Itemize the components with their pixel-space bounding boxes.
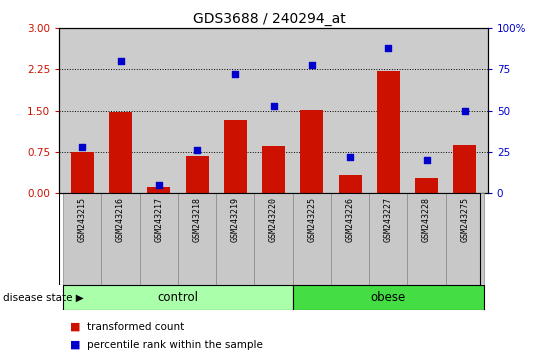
Text: disease state ▶: disease state ▶ <box>3 292 84 302</box>
Bar <box>407 193 446 285</box>
Text: GSM243227: GSM243227 <box>384 196 393 242</box>
Bar <box>101 193 140 285</box>
Bar <box>369 193 407 285</box>
Text: GSM243219: GSM243219 <box>231 196 240 242</box>
Point <box>422 157 431 163</box>
Point <box>307 62 316 67</box>
Bar <box>300 109 323 193</box>
Bar <box>140 193 178 285</box>
Bar <box>147 188 170 193</box>
Point <box>384 45 392 51</box>
Bar <box>446 193 484 285</box>
Text: GSM243220: GSM243220 <box>269 196 278 242</box>
Text: GSM243215: GSM243215 <box>78 196 87 242</box>
Bar <box>293 193 331 285</box>
Text: GSM243228: GSM243228 <box>422 196 431 242</box>
Bar <box>293 285 484 310</box>
Point <box>116 58 125 64</box>
Bar <box>109 112 132 193</box>
Text: GSM243216: GSM243216 <box>116 196 125 242</box>
Text: GSM243225: GSM243225 <box>307 196 316 242</box>
Text: obese: obese <box>371 291 406 304</box>
Bar <box>185 156 209 193</box>
Bar <box>453 145 476 193</box>
Text: ■: ■ <box>70 322 80 332</box>
Text: GSM243218: GSM243218 <box>192 196 202 242</box>
Point <box>78 144 87 150</box>
Point <box>345 154 354 160</box>
Bar <box>224 120 247 193</box>
Point <box>231 72 240 77</box>
Bar <box>71 152 94 193</box>
Bar <box>216 193 254 285</box>
Point <box>270 103 278 109</box>
Bar <box>178 193 216 285</box>
Bar <box>262 146 285 193</box>
Bar <box>63 193 101 285</box>
Text: GDS3688 / 240294_at: GDS3688 / 240294_at <box>193 12 346 27</box>
Bar <box>331 193 369 285</box>
Text: GSM243226: GSM243226 <box>345 196 355 242</box>
Point <box>193 147 202 153</box>
Point <box>460 108 469 114</box>
Bar <box>338 175 362 193</box>
Text: percentile rank within the sample: percentile rank within the sample <box>87 340 263 350</box>
Text: GSM243217: GSM243217 <box>154 196 163 242</box>
Bar <box>254 193 293 285</box>
Text: GSM243275: GSM243275 <box>460 196 469 242</box>
Bar <box>63 285 293 310</box>
Text: transformed count: transformed count <box>87 322 184 332</box>
Text: control: control <box>157 291 198 304</box>
Point <box>155 182 163 188</box>
Text: ■: ■ <box>70 340 80 350</box>
Bar <box>415 178 438 193</box>
Bar <box>377 70 400 193</box>
